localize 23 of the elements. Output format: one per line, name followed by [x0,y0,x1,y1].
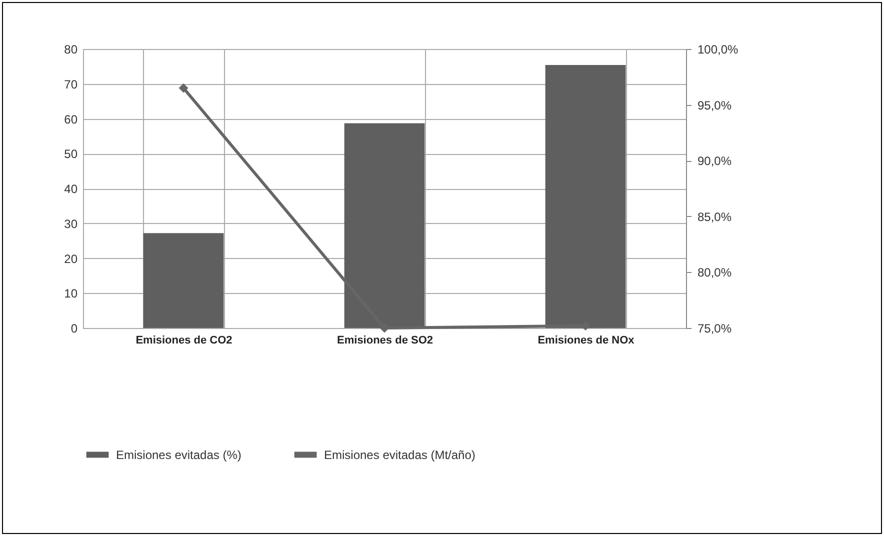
legend-label: Emisiones evitadas (Mt/año) [324,448,476,462]
y2-tick-label: 100,0% [698,42,739,56]
y-tick-label: 80 [64,42,78,56]
y2-tick-label: 80,0% [698,266,732,280]
point [380,323,390,333]
bar [143,233,224,328]
y-tick-label: 60 [64,112,78,126]
y2-tick-label: 95,0% [698,98,732,112]
y-tick-label: 20 [64,252,78,266]
y-tick-label: 10 [64,286,78,301]
y-tick-label: 30 [64,216,78,231]
point [178,83,188,93]
x-tick-label: Emisiones de SO2 [337,334,433,346]
y2-tick-label: 85,0% [698,210,732,224]
y-tick-label: 50 [64,147,78,162]
x-tick-label: Emisiones de NOx [538,334,636,346]
y2-tick-label: 75,0% [698,322,732,336]
y-tick-label: 40 [64,182,78,196]
y2-tick-label: 90,0% [698,154,732,168]
y-tick-label: 0 [70,322,78,336]
legend-label: Emisiones evitadas (%) [116,448,242,462]
y-tick-label: 70 [64,77,78,92]
x-tick-label: Emisiones de CO2 [136,334,232,346]
